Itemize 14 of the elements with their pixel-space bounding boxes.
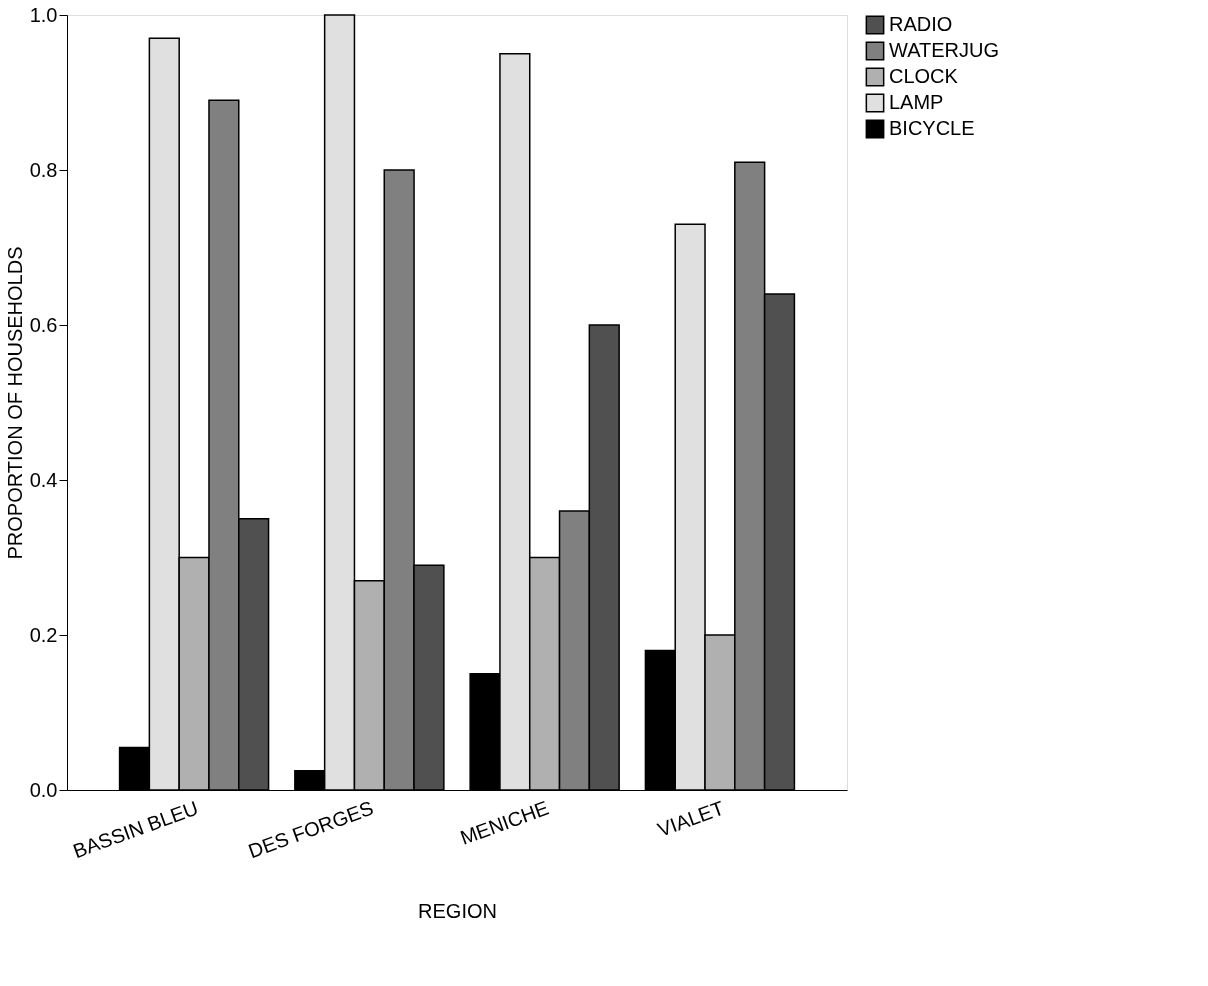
y-tick-label: 0.2 [29,623,58,646]
x-tick-label: VIALET [654,796,727,841]
y-tick-label: 0.8 [29,158,58,181]
legend-label: WATERJUG [889,39,999,61]
y-tick-label: 0.6 [29,313,58,336]
legend-label: RADIO [889,13,953,35]
y-tick-label: 0.0 [29,778,58,801]
y-axis-title: PROPORTION OF HOUSEHOLDS [3,246,26,560]
y-tick-label: 0.4 [29,468,58,491]
legend-label: BICYCLE [889,117,975,139]
legend-label: LAMP [889,91,944,113]
y-tick-label: 1.0 [29,3,58,26]
x-axis-title: REGION [418,900,497,923]
legend-label: CLOCK [889,65,959,87]
